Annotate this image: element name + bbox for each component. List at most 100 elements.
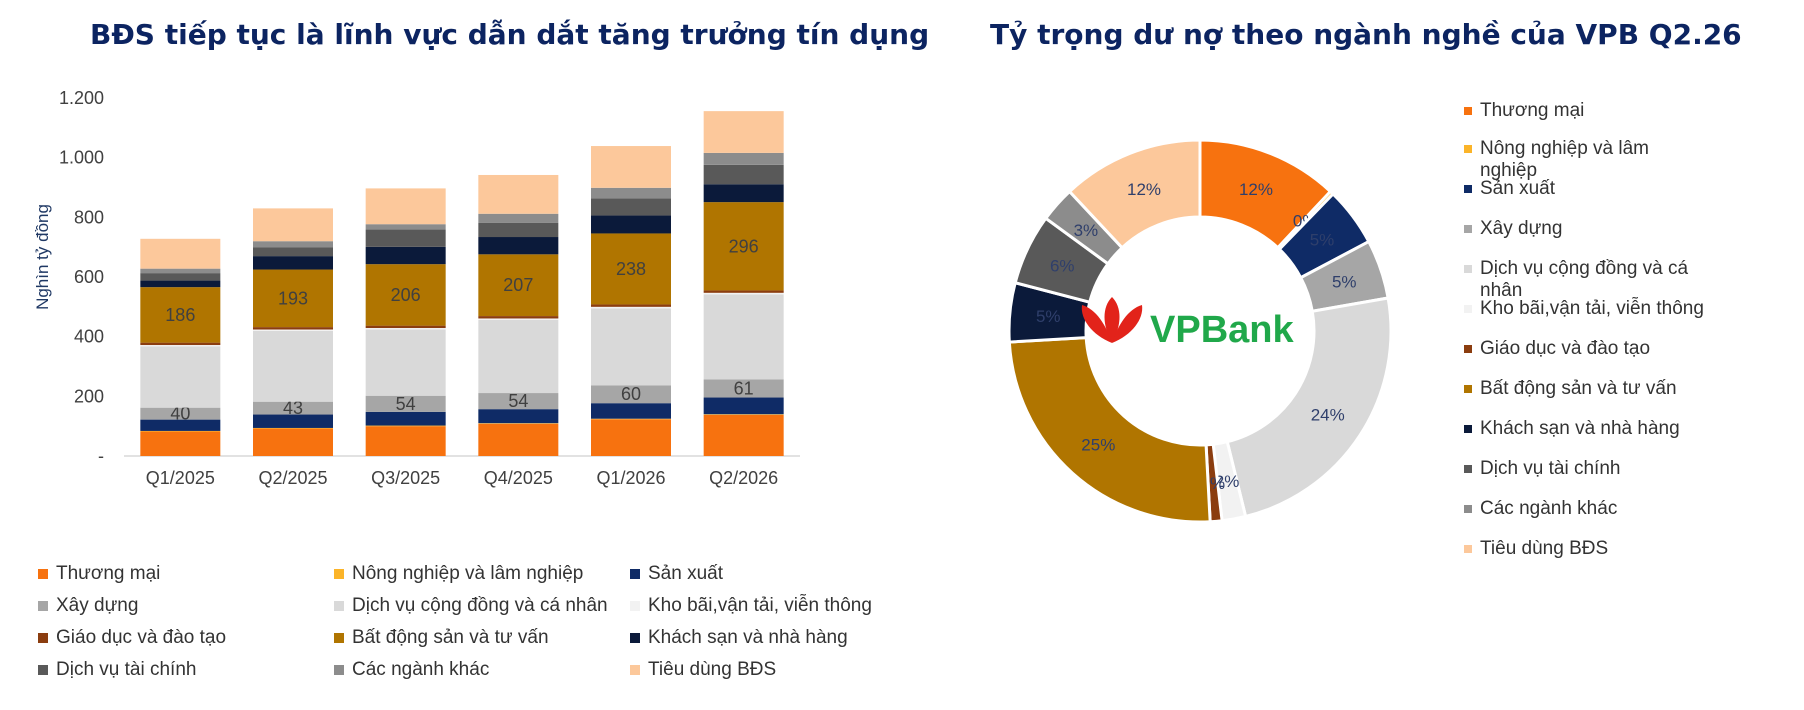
bar-segment-san-xuat [140, 419, 221, 431]
bar-segment-kho-bai-van-tai-vien-thong [703, 292, 784, 295]
bar-segment-kho-bai-van-tai-vien-thong [253, 329, 333, 331]
bar-segment-san-xuat [591, 403, 671, 419]
slice-label-bat-dong-san-va-tu-van: 25% [1081, 436, 1115, 455]
bar-segment-thuong-mai [140, 431, 221, 456]
bar-segment-giao-duc-va-dao-tao [703, 290, 784, 293]
slice-label-xay-dung: 5% [1332, 273, 1357, 292]
bar-segment-khach-san-va-nha-hang [253, 256, 333, 270]
bar-segment-thuong-mai [253, 428, 333, 456]
bar-segment-khach-san-va-nha-hang [591, 215, 671, 234]
donut-legend-item-xay-dung: Xây dựng [1464, 218, 1710, 240]
legend-swatch [1464, 465, 1472, 473]
bar-segment-tieu-dung-bds [365, 188, 446, 225]
legend-item-nong-nghiep-va-lam-nghiep: Nông nghiệp và lâm nghiệp [334, 562, 630, 586]
donut-slice-bat-dong-san-va-tu-van [1007, 336, 1212, 524]
legend-label: Kho bãi,vận tải, viễn thông [648, 595, 872, 616]
legend-swatch [1464, 305, 1472, 313]
slice-label-dich-vu-cong-dong-va-ca-nhan: 24% [1311, 405, 1345, 424]
bar-segment-nong-nghiep-va-lam-nghiep [140, 430, 221, 432]
legend-swatch [1464, 225, 1472, 233]
legend-swatch [38, 569, 48, 579]
bar-segment-nong-nghiep-va-lam-nghiep [478, 423, 559, 424]
legend-label: Khách sạn và nhà hàng [1480, 418, 1680, 439]
bar-segment-giao-duc-va-dao-tao [140, 342, 221, 346]
y-tick-label: 400 [74, 327, 104, 347]
legend-label: Xây dựng [56, 595, 139, 616]
legend-swatch [1464, 545, 1472, 553]
legend-label: Bất động sản và tư vấn [352, 627, 549, 648]
logo-wordmark: VPBank [1150, 309, 1294, 351]
legend-swatch [38, 633, 48, 643]
bar-segment-nong-nghiep-va-lam-nghiep [703, 414, 784, 415]
legend-item-san-xuat: Sản xuất [630, 562, 900, 586]
x-tick-label: Q4/2025 [484, 468, 553, 488]
bar-segment-san-xuat [478, 409, 559, 424]
bar-chart-legend: Thương mại Nông nghiệp và lâm nghiệp Sản x… [38, 562, 898, 682]
slice-label-dich-vu-tai-chinh: 6% [1050, 257, 1075, 276]
bar-segment-dich-vu-cong-dong-va-ca-nhan [703, 294, 784, 380]
bar-segment-cac-nganh-khac [253, 241, 333, 248]
bar-segment-san-xuat [703, 397, 784, 415]
left-chart-title: BĐS tiếp tục là lĩnh vực dẫn dắt tăng tr… [90, 18, 930, 51]
bar-segment-giao-duc-va-dao-tao [365, 325, 446, 329]
legend-swatch [1464, 185, 1472, 193]
vpbank-logo: VPBank [1081, 297, 1294, 351]
legend-label: Dịch vụ tài chính [1480, 458, 1621, 479]
x-tick-label: Q3/2025 [371, 468, 440, 488]
bar-segment-cac-nganh-khac [140, 268, 221, 274]
bar-segment-xay-dung [140, 407, 221, 420]
donut-legend-item-dich-vu-tai-chinh: Dịch vụ tài chính [1464, 458, 1710, 480]
bar-segment-dich-vu-cong-dong-va-ca-nhan [140, 346, 221, 408]
bar-segment-kho-bai-van-tai-vien-thong [591, 306, 671, 309]
legend-label: Bất động sản và tư vấn [1480, 378, 1677, 399]
bar-segment-dich-vu-cong-dong-va-ca-nhan [365, 329, 446, 396]
legend-swatch [630, 569, 640, 579]
donut-legend-item-nong-nghiep-va-lam-nghiep: Nông nghiệp và lâm nghiệp [1464, 138, 1710, 182]
stacked-bar-chart: - 200 400 600 800 1.000 1.200 Nghìn tỷ đồng 40 18… [33, 88, 800, 488]
bar-segment-tieu-dung-bds [478, 174, 559, 214]
bar-segment-nong-nghiep-va-lam-nghiep [365, 425, 446, 427]
bar-segment-xay-dung [253, 401, 333, 415]
bar-segment-tieu-dung-bds [253, 208, 333, 242]
legend-item-cac-nganh-khac: Các ngành khác [334, 658, 630, 682]
y-axis-label: Nghìn tỷ đồng [33, 204, 52, 310]
bar-segment-dich-vu-cong-dong-va-ca-nhan [253, 330, 333, 402]
legend-item-dich-vu-cong-dong-va-ca-nhan: Dịch vụ cộng đồng và cá nhân [334, 594, 630, 618]
logo-petal [1081, 305, 1112, 343]
legend-label: Xây dựng [1480, 218, 1563, 239]
legend-item-khach-san-va-nha-hang: Khách sạn và nhà hàng [630, 626, 900, 650]
bar-segment-kho-bai-van-tai-vien-thong [478, 318, 559, 320]
bar-segment-dich-vu-tai-chinh [591, 198, 671, 216]
legend-swatch [1464, 505, 1472, 513]
legend-item-dich-vu-tai-chinh: Dịch vụ tài chính [38, 658, 334, 682]
bar-segment-dich-vu-tai-chinh [253, 247, 333, 257]
bar-segment-xay-dung [478, 393, 559, 410]
bar-segment-thuong-mai [478, 423, 559, 456]
bar-segment-bat-dong-san-va-tu-van [478, 254, 559, 317]
bar-segment-xay-dung [591, 385, 671, 404]
logo-petal [1104, 297, 1120, 343]
bar-segment-san-xuat [253, 414, 333, 428]
bar-segment-thuong-mai [703, 414, 784, 456]
data-label-xay-dung: 54 [396, 394, 416, 414]
data-label-bat-dong-san-va-tu-van: 186 [165, 305, 195, 325]
legend-swatch [334, 569, 344, 579]
legend-label: Các ngành khác [352, 659, 490, 680]
data-label-bat-dong-san-va-tu-van: 193 [278, 288, 308, 308]
legend-label: Dịch vụ cộng đồng và cá nhân [352, 595, 608, 616]
slice-label-cac-nganh-khac: 3% [1074, 221, 1099, 240]
x-tick-label: Q1/2025 [146, 468, 215, 488]
legend-swatch [630, 601, 640, 611]
bar-segment-dich-vu-cong-dong-va-ca-nhan [478, 319, 559, 394]
donut-chart: 12%0%5%5%24%2%1%25%5%6%3%12%VPBank [1007, 138, 1393, 524]
legend-label: Thương mại [56, 563, 161, 584]
bar-segment-cac-nganh-khac [703, 152, 784, 165]
bar-segment-giao-duc-va-dao-tao [591, 304, 671, 307]
donut-legend-item-khach-san-va-nha-hang: Khách sạn và nhà hàng [1464, 418, 1710, 440]
bar-segment-khach-san-va-nha-hang [365, 246, 446, 265]
bar-segment-tieu-dung-bds [140, 238, 221, 269]
bar-segment-bat-dong-san-va-tu-van [365, 264, 446, 326]
bar-segment-dich-vu-tai-chinh [703, 164, 784, 185]
donut-legend-item-dich-vu-cong-dong-va-ca-nhan: Dịch vụ cộng đồng và cá nhân [1464, 258, 1710, 302]
legend-label: Giáo dục và đào tạo [1480, 338, 1651, 359]
